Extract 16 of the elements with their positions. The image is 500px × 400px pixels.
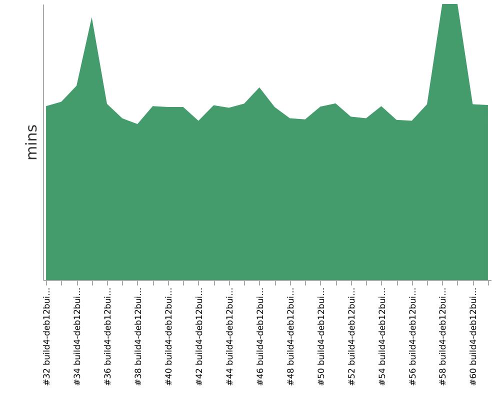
x-tick-label: #40 build4-deb12bui… — [164, 288, 174, 386]
x-tick-label: #36 build4-deb12bui… — [104, 288, 114, 386]
x-tick-label: #42 build4-deb12bui… — [194, 288, 205, 386]
y-axis-title: mins — [22, 124, 40, 161]
x-tick-label: #38 build4-deb12bui… — [134, 288, 144, 386]
x-tick-label: #56 build4-deb12bui… — [408, 288, 418, 386]
x-tick-label: #58 build4-deb12bui… — [438, 288, 449, 386]
x-tick-label: #46 build4-deb12bui… — [256, 288, 266, 386]
x-tick-label: #44 build4-deb12bui… — [225, 288, 236, 386]
x-tick-label: #52 build4-deb12bui… — [347, 288, 358, 386]
x-tick-label: #50 build4-deb12bui… — [316, 288, 327, 386]
x-tick-label: #60 build4-deb12bui… — [469, 288, 480, 386]
x-tick-label: #54 build4-deb12bui… — [378, 288, 388, 386]
x-tick-label: #32 build4-deb12bui… — [42, 288, 53, 386]
x-tick-label: #34 build4-deb12bui… — [73, 288, 84, 386]
x-tick-label: #48 build4-deb12bui… — [286, 288, 296, 386]
